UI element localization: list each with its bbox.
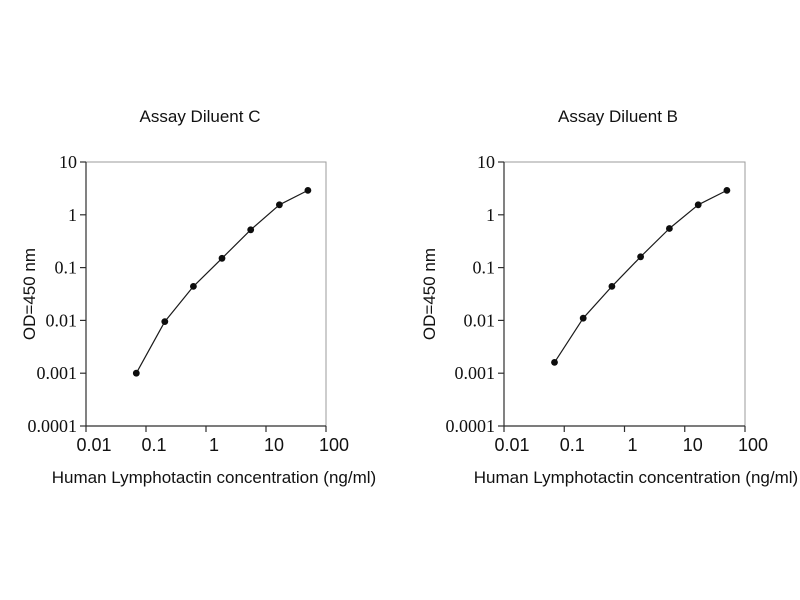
data-point (247, 226, 255, 234)
y-tick-label: 1 (486, 205, 495, 225)
data-point (161, 318, 169, 325)
data-point (637, 253, 644, 261)
data-point (190, 283, 197, 290)
data-point (579, 314, 587, 322)
x-tick-label: 0.01 (76, 435, 111, 455)
x-tick-label: 100 (319, 435, 349, 455)
data-point (276, 201, 283, 209)
y-tick-label: 0.0001 (446, 416, 496, 436)
x-tick-label: 100 (738, 435, 768, 455)
plot-frame (503, 161, 746, 427)
y-tick-label: 1 (68, 205, 77, 225)
data-point (608, 283, 616, 290)
series-line (135, 189, 309, 374)
data-point (218, 254, 226, 262)
y-tick-label: 10 (59, 152, 77, 172)
y-tick-label: 10 (477, 152, 495, 172)
chart-assay-diluent-b: Assay Diluent B OD=450 nm 10 1 0.1 0.01 0.00… (400, 0, 800, 600)
data-point (723, 187, 731, 194)
data-point (551, 359, 558, 366)
y-tick-label: 0.1 (473, 258, 496, 278)
chart-title: Assay Diluent B (558, 107, 678, 126)
y-tick-label: 0.0001 (28, 416, 78, 436)
plot-frame (85, 161, 327, 427)
x-tick-label: 10 (264, 435, 284, 455)
data-point (694, 201, 702, 209)
x-tick-label: 1 (627, 435, 637, 455)
data-point (666, 225, 673, 232)
x-tick-label: 10 (683, 435, 703, 455)
x-axis-label: Human Lymphotactin concentration (ng/ml) (51, 468, 377, 487)
data-point (132, 369, 140, 377)
x-tick-label: 1 (209, 435, 219, 455)
x-tick-label: 0.1 (141, 435, 166, 455)
x-tick-label: 0.01 (494, 435, 529, 455)
y-tick-label: 0.001 (455, 363, 496, 383)
y-tick-label: 0.01 (464, 310, 496, 330)
y-tick-label: 0.1 (55, 258, 78, 278)
chart-assay-diluent-c: Assay Diluent C OD=450 nm 10 1 0.1 0.01 0.00… (20, 107, 377, 487)
series-line (553, 189, 728, 363)
y-tick-label: 0.001 (37, 363, 78, 383)
x-axis-label: Human Lymphotactin concentration (ng/ml) (473, 468, 799, 487)
chart-title: Assay Diluent C (139, 107, 261, 126)
y-tick-label: 0.01 (46, 310, 78, 330)
x-tick-label: 0.1 (560, 435, 585, 455)
data-point (304, 187, 312, 194)
